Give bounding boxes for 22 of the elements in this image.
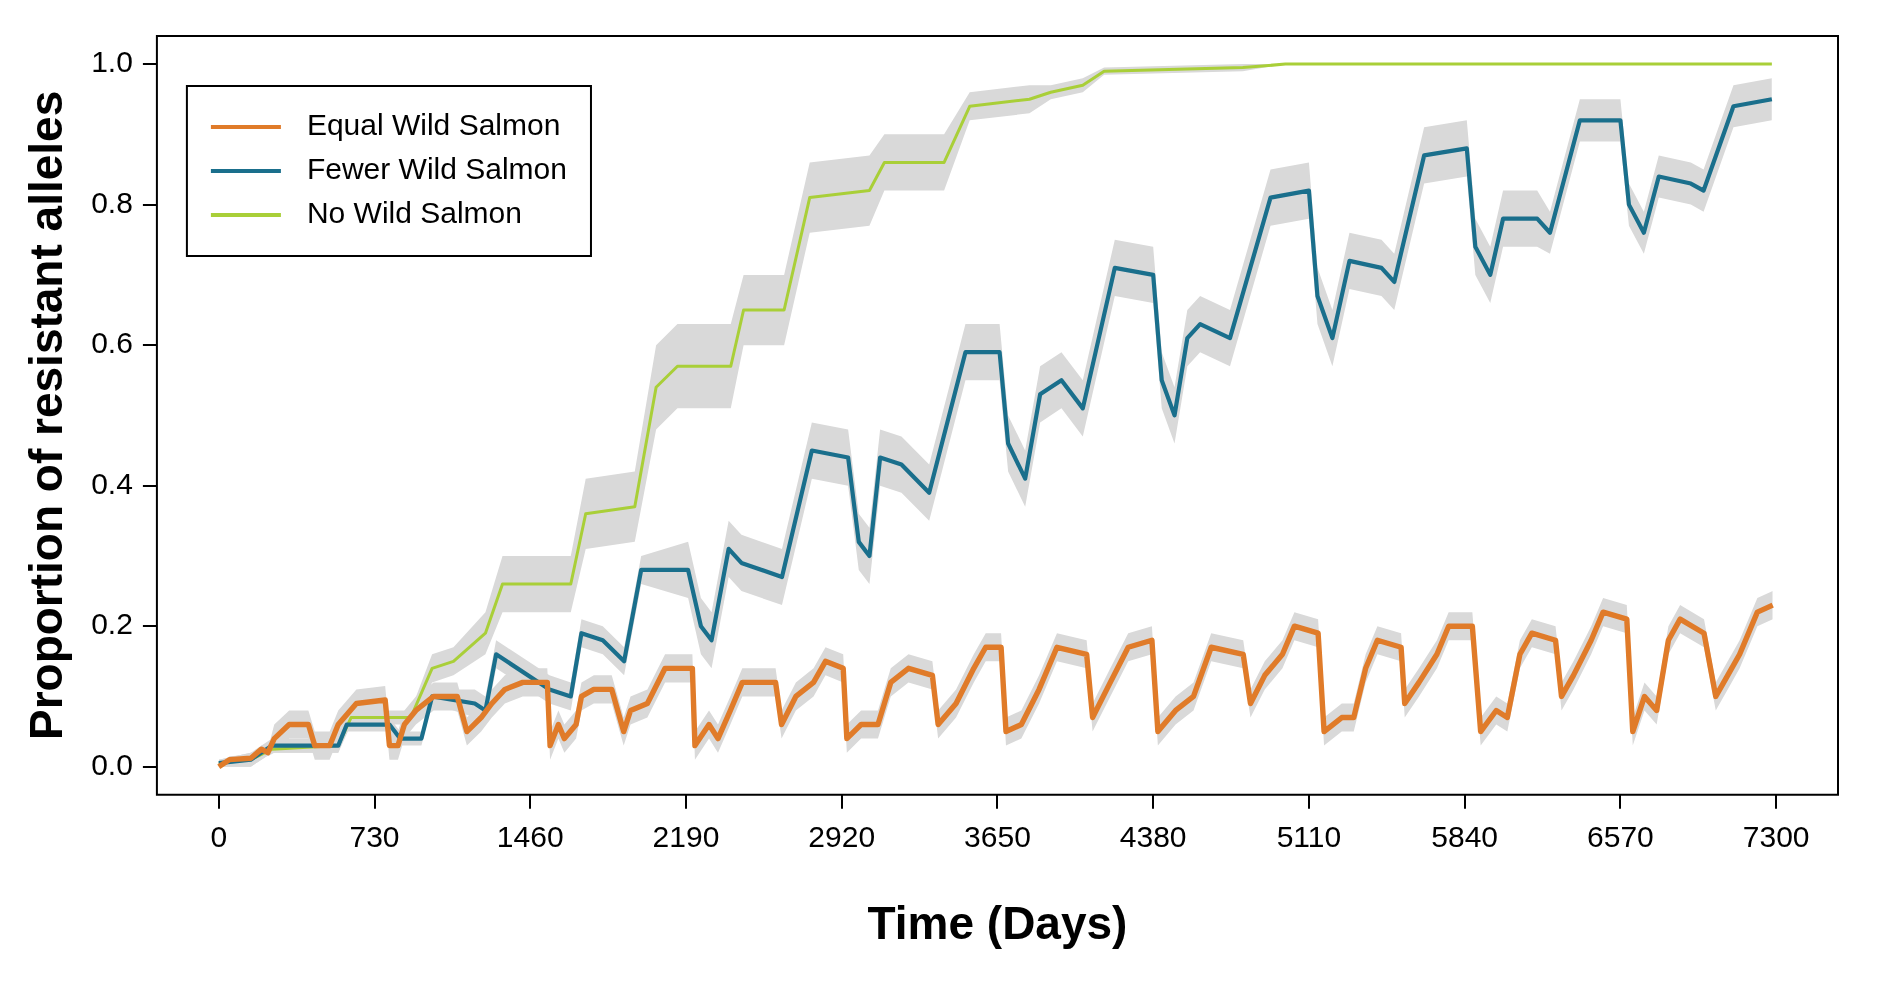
y-tick-label: 0.4 [91,466,133,500]
x-tick-label: 2920 [808,820,876,854]
x-tick-label: 4380 [1119,820,1187,854]
x-tick-label: 0 [210,820,228,854]
x-tick-label: 1460 [496,820,564,854]
x-tick-label: 7300 [1742,820,1810,854]
x-tick-label: 730 [349,820,400,854]
x-axis-title: Time (Days) [867,897,1128,950]
x-tick-label: 5840 [1431,820,1499,854]
y-axis-title: Proportion of resistant alleles [20,90,73,741]
y-tick-label: 0.6 [91,326,133,360]
x-tick-label: 6570 [1587,820,1654,854]
legend-label: No Wild Salmon [306,196,522,230]
x-tick-label: 5110 [1276,820,1342,854]
y-tick-label: 0.2 [91,607,133,641]
y-tick-label: 1.0 [91,45,133,79]
y-tick-label: 0.8 [91,185,133,219]
x-tick-label: 3650 [964,820,1031,854]
legend-label: Fewer Wild Salmon [306,152,567,186]
x-tick-label: 2190 [652,820,720,854]
y-tick-label: 0.0 [91,747,133,781]
legend-label: Equal Wild Salmon [306,108,561,142]
